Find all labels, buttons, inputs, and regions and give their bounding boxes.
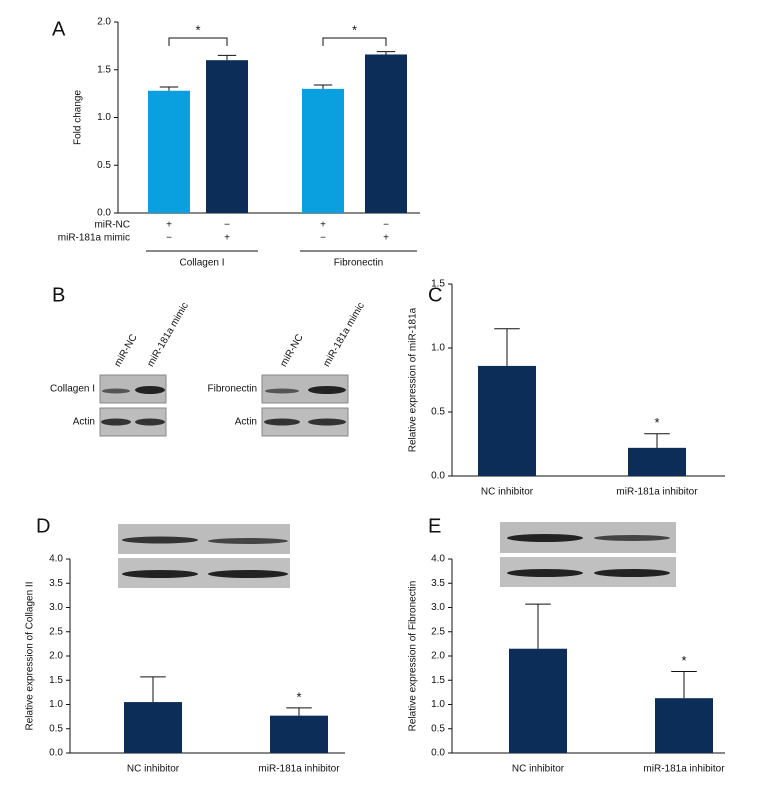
bar xyxy=(509,648,567,753)
y-tick-label: 3.0 xyxy=(49,602,63,613)
group-label: Collagen I xyxy=(179,258,224,269)
y-axis-label: Fold change xyxy=(73,90,84,145)
bar xyxy=(206,60,248,214)
y-tick-label: 1.5 xyxy=(431,675,445,686)
significance-label: * xyxy=(195,22,200,37)
y-tick-label: 0.0 xyxy=(97,208,111,219)
row-label: Actin xyxy=(235,417,257,428)
y-tick-label: 1.0 xyxy=(49,699,63,710)
condition-sign: + xyxy=(383,233,389,244)
y-axis-label: Relative expression of Collagen II xyxy=(25,582,36,731)
x-tick-label: NC inhibitor xyxy=(512,764,565,775)
bar xyxy=(148,90,190,213)
y-tick-label: 0.5 xyxy=(431,407,445,418)
condition-sign: − xyxy=(224,220,230,231)
error-bar xyxy=(140,676,166,703)
y-tick-label: 0.0 xyxy=(431,748,445,759)
row-label: Actin xyxy=(73,417,95,428)
y-tick-label: 1.5 xyxy=(97,64,111,75)
bar xyxy=(628,447,686,476)
error-bar xyxy=(217,54,237,61)
bar xyxy=(124,702,182,753)
y-tick-label: 2.5 xyxy=(49,626,63,637)
y-tick-label: 4.0 xyxy=(49,554,63,565)
x-tick-label: NC inhibitor xyxy=(127,764,180,775)
panel-label: D xyxy=(36,515,50,537)
lane-label: miR-181a mimic xyxy=(321,301,367,369)
bar xyxy=(270,715,328,753)
significance-label: * xyxy=(654,415,659,430)
error-bar xyxy=(644,433,670,448)
condition-sign: + xyxy=(224,233,230,244)
x-tick-label: miR-181a inhibitor xyxy=(616,487,698,498)
y-tick-label: 2.5 xyxy=(431,626,445,637)
panel-label: B xyxy=(52,284,65,306)
significance-label: * xyxy=(681,653,686,668)
error-bar xyxy=(494,328,520,366)
y-tick-label: 2.0 xyxy=(49,651,63,662)
row-label: Collagen I xyxy=(50,384,95,395)
condition-sign: − xyxy=(166,233,172,244)
blot-image xyxy=(99,374,676,588)
significance-bracket xyxy=(322,37,387,46)
condition-sign: + xyxy=(166,220,172,231)
error-bar xyxy=(286,707,312,716)
y-tick-label: 2.0 xyxy=(97,17,111,28)
significance-label: * xyxy=(296,689,301,704)
y-tick-label: 1.0 xyxy=(431,699,445,710)
lane-label: miR-NC xyxy=(112,333,139,369)
error-bar xyxy=(376,51,396,55)
condition-sign: − xyxy=(383,220,389,231)
bar xyxy=(478,365,536,476)
significance-bracket xyxy=(168,37,228,46)
y-tick-label: 1.0 xyxy=(97,112,111,123)
y-tick-label: 1.5 xyxy=(49,675,63,686)
y-tick-label: 3.5 xyxy=(49,578,63,589)
y-tick-label: 3.0 xyxy=(431,602,445,613)
row-label: Fibronectin xyxy=(208,384,257,395)
condition-label: miR-NC xyxy=(94,220,130,231)
condition-sign: − xyxy=(320,233,326,244)
condition-label: miR-181a mimic xyxy=(58,233,130,244)
bar xyxy=(365,54,407,213)
y-tick-label: 0.5 xyxy=(97,160,111,171)
error-bar xyxy=(671,671,697,699)
condition-sign: + xyxy=(320,220,326,231)
y-tick-label: 4.0 xyxy=(431,554,445,565)
panel-label: C xyxy=(428,284,442,306)
y-tick-label: 0.5 xyxy=(49,723,63,734)
y-tick-label: 1.5 xyxy=(431,279,445,290)
lane-label: miR-181a mimic xyxy=(145,301,191,369)
y-axis-label: Relative expression of Fibronectin xyxy=(408,581,419,732)
y-tick-label: 3.5 xyxy=(431,578,445,589)
y-tick-label: 1.0 xyxy=(431,343,445,354)
x-tick-label: NC inhibitor xyxy=(481,487,534,498)
bar xyxy=(655,698,713,753)
y-tick-label: 0.5 xyxy=(431,723,445,734)
x-tick-label: miR-181a inhibitor xyxy=(258,764,340,775)
y-axis-label: Relative expression of miR-181a xyxy=(408,307,419,452)
error-bar xyxy=(159,86,179,91)
error-bar xyxy=(313,84,333,89)
y-tick-label: 0.0 xyxy=(49,748,63,759)
bar xyxy=(302,88,344,213)
y-tick-label: 2.0 xyxy=(431,651,445,662)
panel-label: A xyxy=(52,18,66,40)
lane-label: miR-NC xyxy=(278,333,305,369)
x-tick-label: miR-181a inhibitor xyxy=(643,764,725,775)
group-label: Fibronectin xyxy=(334,258,383,269)
y-tick-label: 0.0 xyxy=(431,471,445,482)
panel-label: E xyxy=(428,515,441,537)
significance-label: * xyxy=(352,22,357,37)
error-bar xyxy=(525,603,551,649)
